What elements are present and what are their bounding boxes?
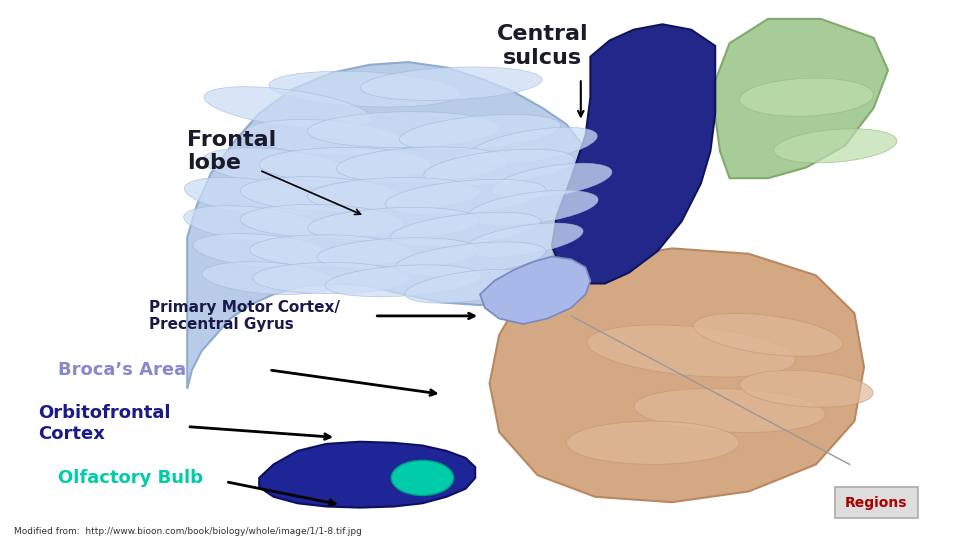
Ellipse shape bbox=[740, 370, 873, 407]
Ellipse shape bbox=[423, 149, 575, 186]
Text: Orbitofrontal
Cortex: Orbitofrontal Cortex bbox=[38, 404, 171, 443]
Polygon shape bbox=[552, 24, 715, 284]
Ellipse shape bbox=[405, 269, 536, 303]
Ellipse shape bbox=[307, 178, 480, 211]
Ellipse shape bbox=[468, 127, 597, 164]
Ellipse shape bbox=[307, 207, 480, 241]
Ellipse shape bbox=[464, 223, 583, 258]
Ellipse shape bbox=[246, 119, 407, 156]
Ellipse shape bbox=[693, 313, 843, 356]
Polygon shape bbox=[259, 442, 475, 508]
Ellipse shape bbox=[634, 388, 826, 433]
Text: Broca’s Area: Broca’s Area bbox=[58, 361, 185, 379]
Ellipse shape bbox=[193, 234, 335, 268]
Ellipse shape bbox=[325, 265, 481, 297]
Ellipse shape bbox=[240, 205, 403, 238]
Ellipse shape bbox=[317, 238, 480, 270]
Ellipse shape bbox=[203, 262, 335, 294]
Text: Modified from:  http://www.bioon.com/book/biology/whole/image/1/1-8.tif.jpg: Modified from: http://www.bioon.com/book… bbox=[14, 526, 362, 536]
Polygon shape bbox=[187, 62, 586, 389]
FancyBboxPatch shape bbox=[835, 487, 918, 518]
Ellipse shape bbox=[391, 212, 540, 247]
Text: Frontal
lobe: Frontal lobe bbox=[187, 130, 276, 173]
Ellipse shape bbox=[240, 177, 403, 212]
Ellipse shape bbox=[774, 129, 897, 163]
Ellipse shape bbox=[204, 87, 372, 129]
Ellipse shape bbox=[252, 262, 410, 294]
Ellipse shape bbox=[307, 112, 499, 147]
Ellipse shape bbox=[587, 325, 796, 377]
Ellipse shape bbox=[399, 114, 561, 150]
Ellipse shape bbox=[360, 67, 542, 100]
Ellipse shape bbox=[739, 78, 874, 116]
Ellipse shape bbox=[336, 147, 509, 183]
Ellipse shape bbox=[468, 190, 598, 226]
Text: Primary Motor Cortex/
Precentral Gyrus: Primary Motor Cortex/ Precentral Gyrus bbox=[149, 300, 340, 332]
Text: Olfactory Bulb: Olfactory Bulb bbox=[58, 469, 203, 487]
Ellipse shape bbox=[396, 242, 545, 276]
Ellipse shape bbox=[184, 178, 324, 217]
Ellipse shape bbox=[492, 163, 612, 199]
Polygon shape bbox=[480, 256, 590, 324]
Ellipse shape bbox=[392, 460, 453, 496]
Text: Central
sulcus: Central sulcus bbox=[496, 24, 588, 68]
Polygon shape bbox=[490, 248, 864, 502]
Ellipse shape bbox=[259, 147, 432, 182]
Ellipse shape bbox=[385, 179, 546, 215]
Ellipse shape bbox=[566, 421, 739, 464]
Ellipse shape bbox=[250, 235, 413, 267]
Polygon shape bbox=[715, 19, 888, 178]
Ellipse shape bbox=[269, 71, 461, 107]
Ellipse shape bbox=[183, 206, 325, 242]
Ellipse shape bbox=[203, 148, 354, 187]
Text: Regions: Regions bbox=[844, 496, 907, 510]
